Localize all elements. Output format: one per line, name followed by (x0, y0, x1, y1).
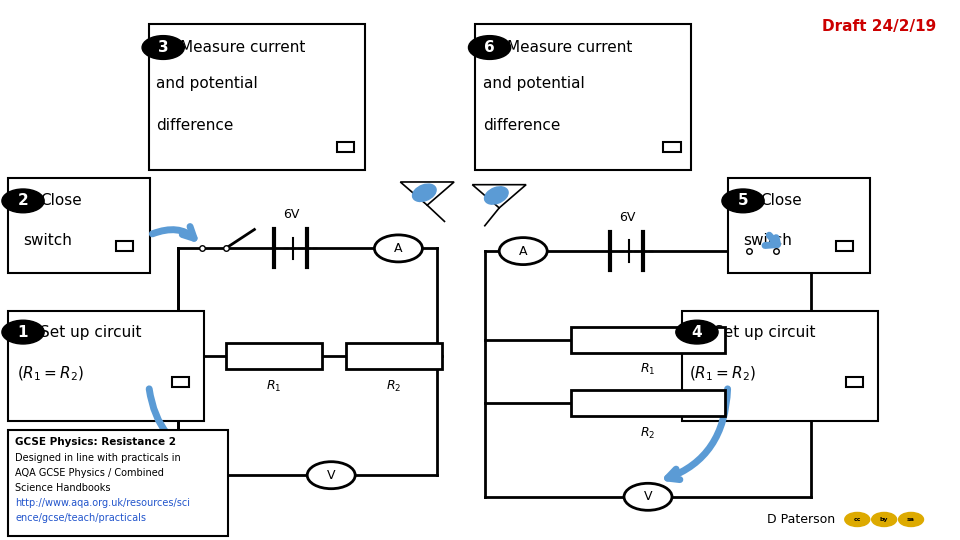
Circle shape (468, 36, 511, 59)
Text: 6V: 6V (282, 208, 300, 221)
Text: 4: 4 (691, 325, 703, 340)
Text: Designed in line with practicals in: Designed in line with practicals in (15, 453, 181, 463)
Text: $(R_1 = R_2)$: $(R_1 = R_2)$ (689, 364, 756, 383)
Bar (8, 178, 150, 273)
Bar (116, 241, 133, 251)
Text: http://www.aqa.org.uk/resources/sci: http://www.aqa.org.uk/resources/sci (15, 498, 190, 508)
Circle shape (872, 512, 897, 526)
Bar (337, 142, 354, 152)
Text: V: V (327, 469, 335, 482)
Bar (172, 377, 189, 387)
Text: difference: difference (156, 118, 234, 133)
Bar (728, 178, 870, 273)
Circle shape (2, 189, 44, 213)
Ellipse shape (485, 187, 508, 204)
Text: $R_1$: $R_1$ (640, 362, 656, 377)
Bar (346, 343, 442, 369)
Text: GCSE Physics: Resistance 2: GCSE Physics: Resistance 2 (15, 437, 177, 448)
Text: A: A (395, 242, 402, 255)
Circle shape (845, 512, 870, 526)
Text: difference: difference (483, 118, 561, 133)
Text: and potential: and potential (483, 76, 585, 91)
Bar (571, 327, 725, 353)
Bar (8, 310, 204, 421)
Circle shape (307, 462, 355, 489)
Text: Measure current: Measure current (180, 40, 306, 55)
Text: Close: Close (40, 193, 82, 208)
Bar (682, 310, 878, 421)
Text: Set up circuit: Set up circuit (714, 325, 816, 340)
Text: $R_2$: $R_2$ (386, 379, 401, 394)
Text: AQA GCSE Physics / Combined: AQA GCSE Physics / Combined (15, 468, 164, 478)
Text: Draft 24/2/19: Draft 24/2/19 (822, 19, 936, 34)
Text: 3: 3 (157, 40, 169, 55)
Circle shape (142, 36, 184, 59)
Text: Set up circuit: Set up circuit (40, 325, 142, 340)
Circle shape (624, 483, 672, 510)
Circle shape (2, 320, 44, 344)
Text: V: V (644, 490, 652, 503)
Bar (571, 390, 725, 416)
Text: ence/gcse/teach/practicals: ence/gcse/teach/practicals (15, 513, 146, 523)
Ellipse shape (413, 184, 436, 201)
Text: D Paterson: D Paterson (767, 513, 835, 526)
Text: 2: 2 (17, 193, 29, 208)
Text: $R_2$: $R_2$ (640, 426, 656, 441)
Text: 1: 1 (18, 325, 28, 340)
Text: 5: 5 (737, 193, 749, 208)
Text: 6V: 6V (618, 211, 636, 224)
Circle shape (374, 235, 422, 262)
Text: by: by (880, 517, 888, 522)
Bar (836, 241, 853, 251)
Bar (663, 142, 681, 152)
Bar (8, 430, 228, 536)
Text: $(R_1 = R_2)$: $(R_1 = R_2)$ (17, 364, 84, 383)
Circle shape (499, 238, 547, 265)
Bar (226, 343, 322, 369)
Text: 6: 6 (484, 40, 495, 55)
Text: Measure current: Measure current (507, 40, 633, 55)
Text: A: A (519, 245, 527, 258)
Polygon shape (472, 185, 526, 208)
Bar (846, 377, 863, 387)
Circle shape (676, 320, 718, 344)
Bar (149, 24, 365, 170)
Text: Close: Close (760, 193, 802, 208)
Polygon shape (400, 182, 454, 205)
Text: switch: switch (23, 233, 72, 248)
Circle shape (722, 189, 764, 213)
Text: Science Handbooks: Science Handbooks (15, 483, 110, 493)
Text: and potential: and potential (156, 76, 258, 91)
Text: sa: sa (907, 517, 915, 522)
Circle shape (899, 512, 924, 526)
Text: switch: switch (743, 233, 792, 248)
Text: $R_1$: $R_1$ (266, 379, 281, 394)
Bar (475, 24, 691, 170)
Text: cc: cc (853, 517, 861, 522)
